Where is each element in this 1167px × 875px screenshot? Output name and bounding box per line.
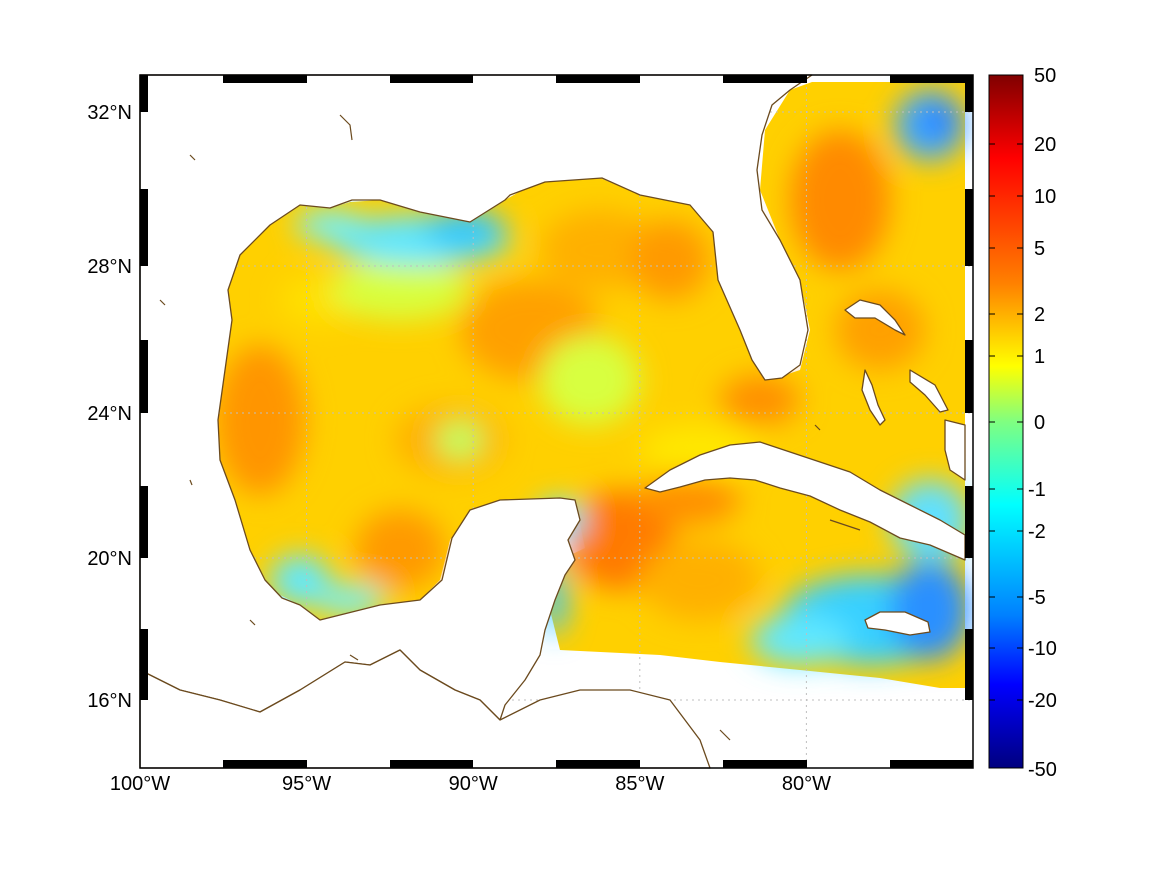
y-tick-label: 16°N [87, 690, 132, 712]
coastlines [139, 74, 966, 769]
ocean-data-field [215, 82, 970, 688]
colorbar-tick-label: 2 [1034, 304, 1045, 326]
x-tick-label: 95°W [282, 773, 331, 795]
central-america-land [139, 649, 711, 769]
colorbar-tick-label: 0 [1034, 412, 1045, 434]
map-frame [139, 74, 974, 769]
colorbar-tick-label: -20 [1028, 690, 1057, 712]
colorbar: 50 20 10 5 2 1 0 -1 -2 -5 -10 -20 -50 [988, 65, 1057, 781]
y-tick-label: 32°N [87, 102, 132, 124]
y-tick-label: 24°N [87, 403, 132, 425]
colorbar-tick-label: 50 [1034, 65, 1056, 87]
hispaniola [944, 419, 966, 481]
x-tick-labels: 100°W 95°W 90°W 85°W 80°W [110, 773, 831, 795]
bahamas-island [844, 299, 906, 336]
colorbar-tick-label: -10 [1028, 638, 1057, 660]
x-tick-label: 90°W [449, 773, 498, 795]
x-tick-label: 80°W [782, 773, 831, 795]
x-tick-label: 85°W [615, 773, 664, 795]
bahamas-island [909, 369, 949, 413]
y-tick-label: 28°N [87, 256, 132, 278]
colorbar-tick-label: 5 [1034, 238, 1045, 260]
colorbar-tick-label: -2 [1028, 521, 1046, 543]
small-islands [159, 114, 861, 741]
y-tick-label: 20°N [87, 548, 132, 570]
colorbar-tick-label: 10 [1034, 186, 1056, 208]
x-tick-label: 100°W [110, 773, 170, 795]
colorbar-tick-label: 20 [1034, 134, 1056, 156]
colorbar-tick-label: -50 [1028, 759, 1057, 781]
colorbar-tick-label: 1 [1034, 346, 1045, 368]
colorbar-ticks [989, 143, 1023, 701]
y-tick-labels: 32°N 28°N 24°N 20°N 16°N [87, 102, 132, 712]
colorbar-tick-label: -5 [1028, 587, 1046, 609]
colorbar-tick-label: -1 [1028, 479, 1046, 501]
cuba [644, 441, 966, 561]
jamaica [864, 611, 931, 636]
bahamas-island [861, 369, 886, 426]
